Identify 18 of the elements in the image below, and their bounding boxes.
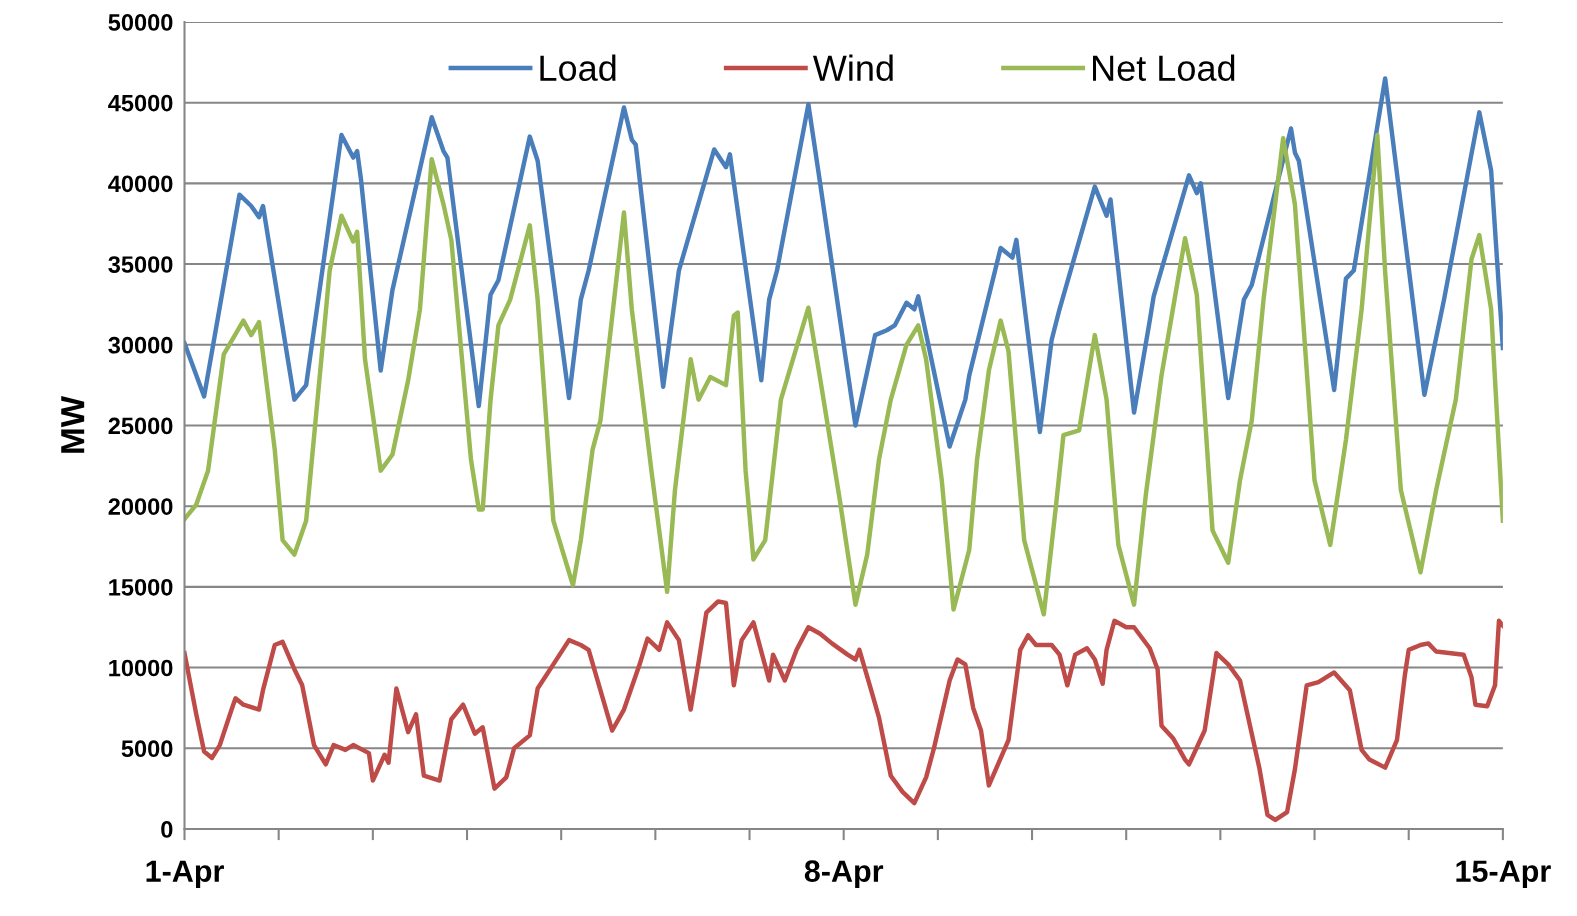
- legend-label: Load: [540, 54, 616, 82]
- y-tick-label: 20000: [108, 498, 173, 515]
- y-axis-title: MW: [61, 395, 85, 453]
- y-tick-label: 30000: [108, 336, 173, 354]
- x-tick-label: 8-Apr: [804, 860, 884, 889]
- legend-label: Net Load: [1093, 54, 1235, 82]
- y-tick-label: 15000: [109, 578, 173, 596]
- y-tick-label: 45000: [108, 94, 173, 112]
- x-tick-label: 1-Apr: [146, 860, 224, 889]
- legend-label: Wind: [812, 54, 893, 82]
- y-tick-label: 50000: [108, 14, 173, 31]
- y-tick-label: 35000: [108, 256, 173, 273]
- y-tick-label: 0: [161, 821, 173, 838]
- y-tick-label: 25000: [108, 417, 173, 435]
- y-tick-label: 10000: [109, 659, 173, 677]
- x-tick-label: 15-Apr: [1456, 860, 1551, 889]
- y-tick-label: 40000: [108, 175, 173, 193]
- y-tick-label: 5000: [121, 740, 173, 758]
